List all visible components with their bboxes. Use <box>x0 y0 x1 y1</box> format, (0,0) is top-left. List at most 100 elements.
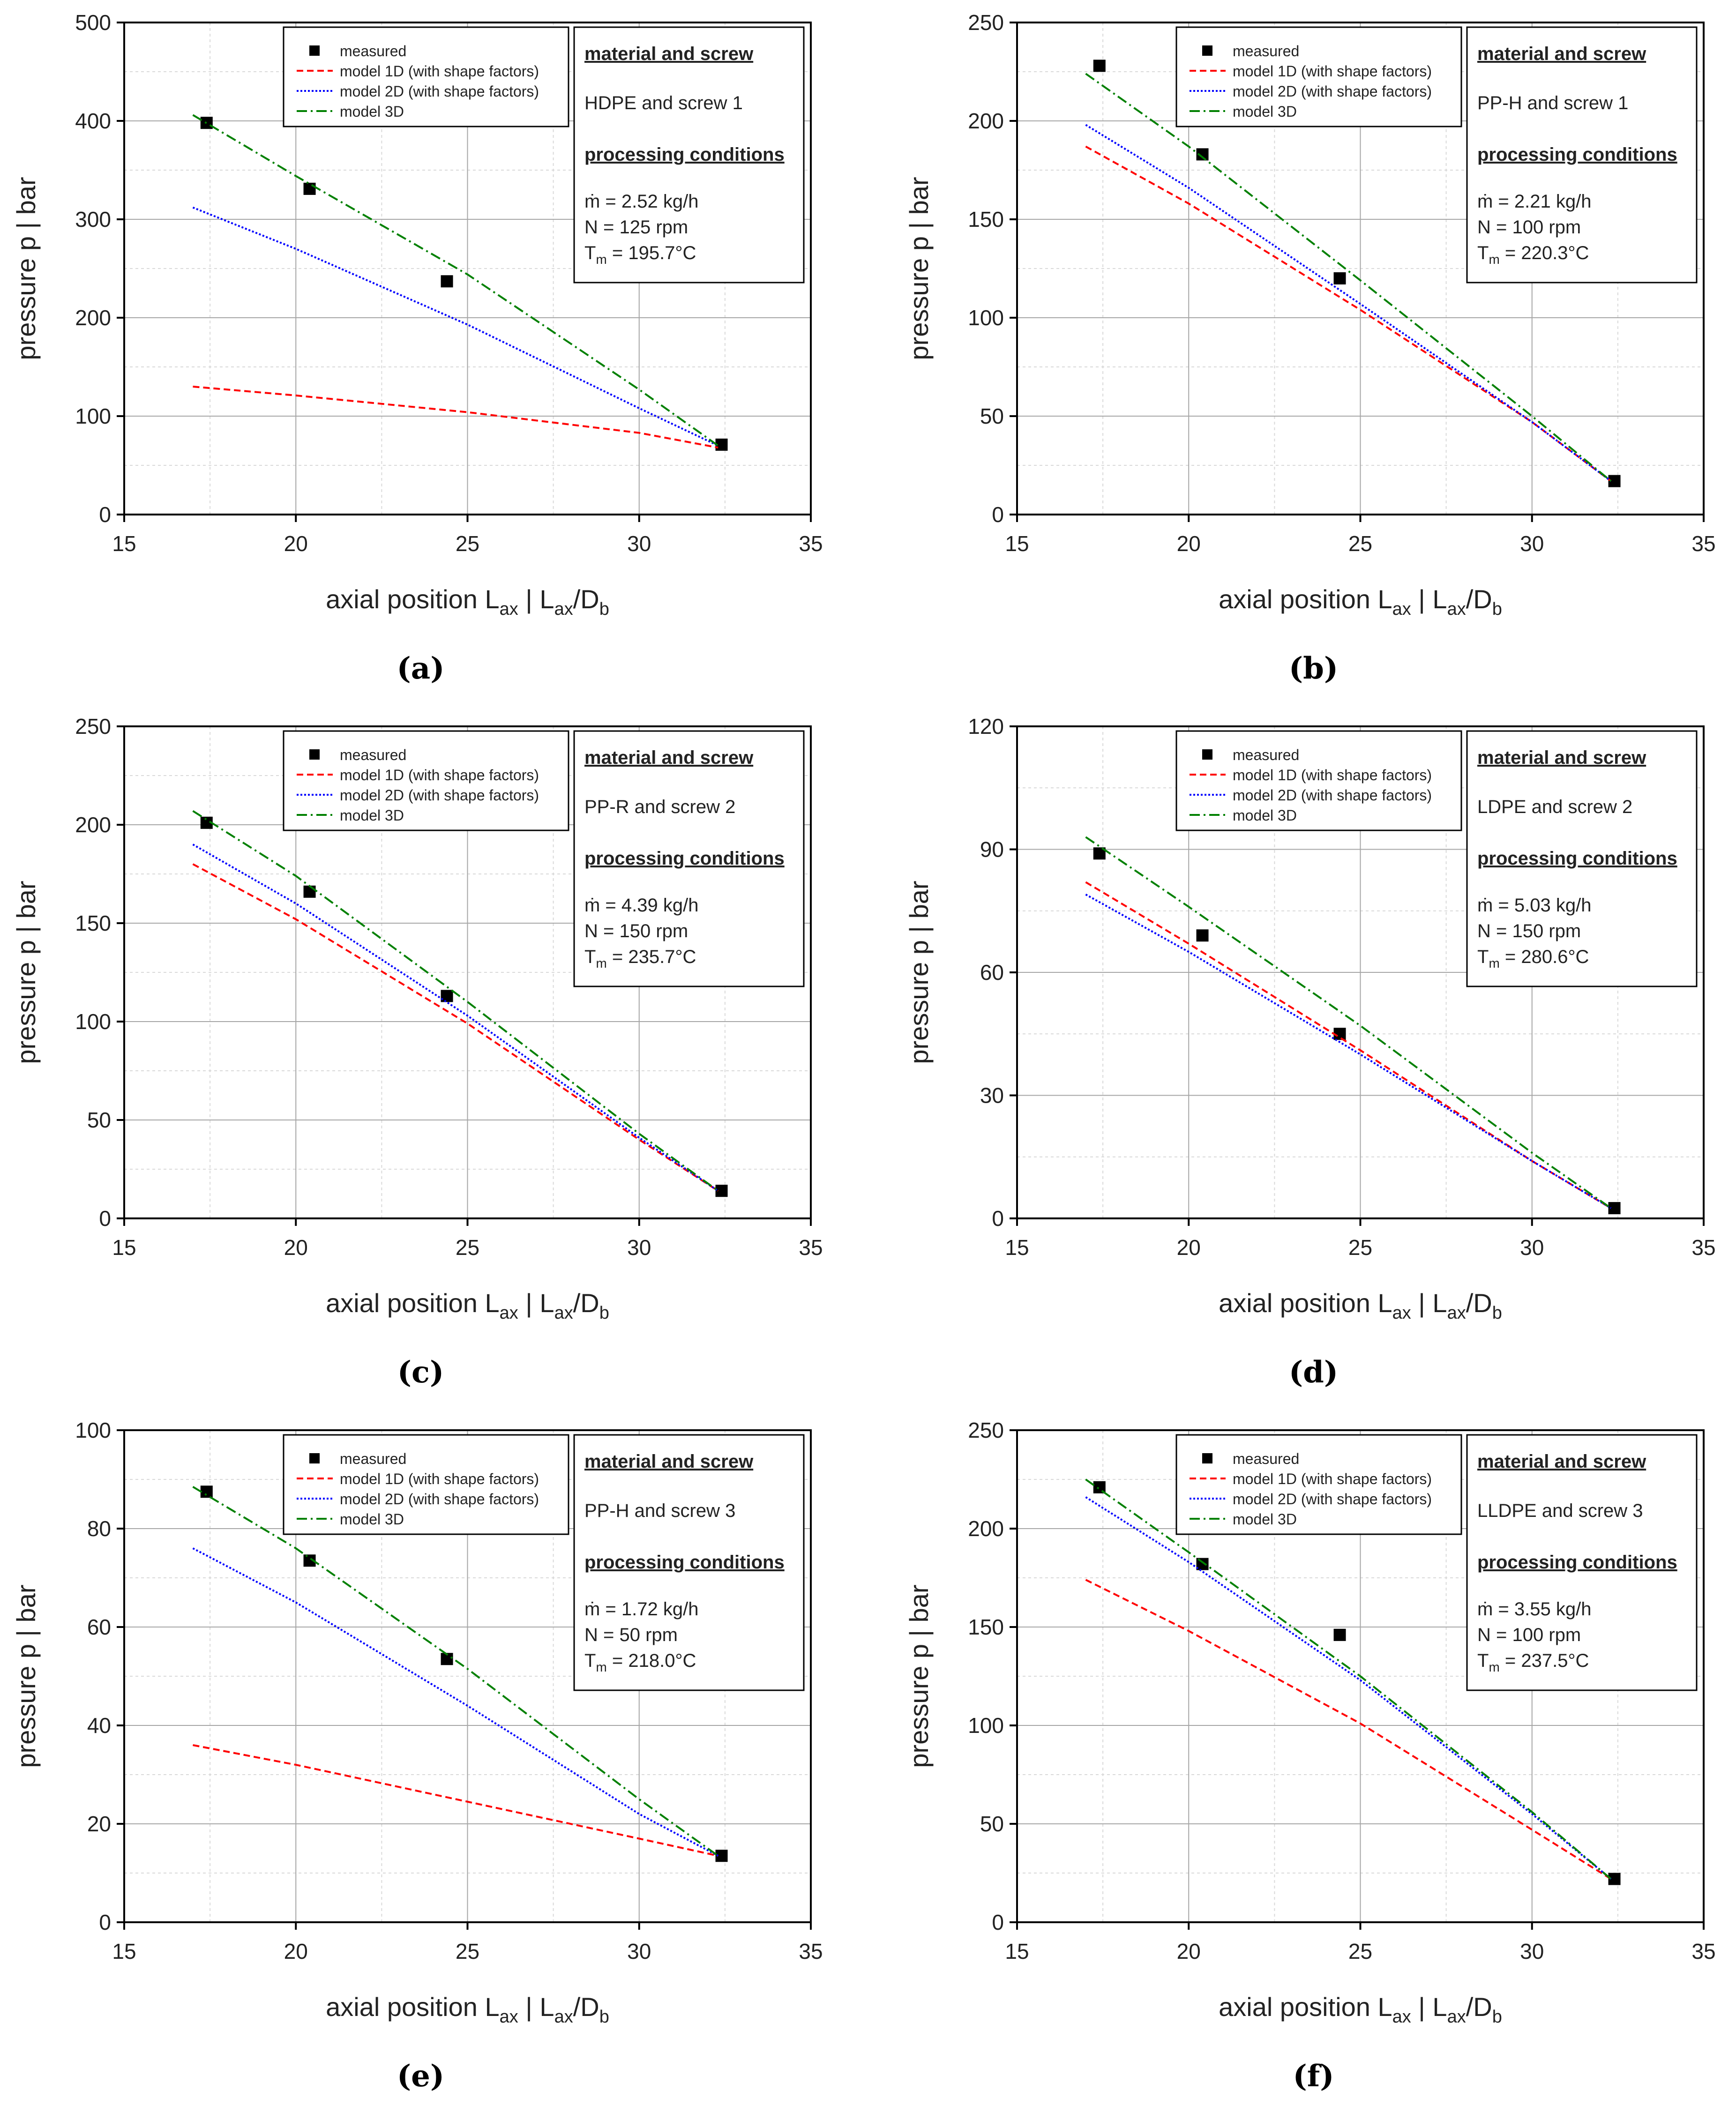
x-axis-label-subscript: b <box>1492 599 1502 619</box>
mass-flow-text: ṁ = 3.55 kg/h <box>1477 1599 1591 1620</box>
legend-measured-label: measured <box>340 746 406 763</box>
legend-model1d-label: model 1D (with shape factors) <box>340 767 539 784</box>
legend-measured-marker <box>309 749 320 760</box>
melt-temperature-symbol: T <box>584 1650 596 1671</box>
x-tick-label: 25 <box>456 531 479 556</box>
mass-flow-text: ṁ = 5.03 kg/h <box>1477 895 1591 916</box>
x-tick-label: 35 <box>1691 531 1715 556</box>
panel-label: (f) <box>1293 2059 1334 2094</box>
melt-temperature-value: = 237.5°C <box>1500 1650 1589 1671</box>
measured-point <box>1333 1628 1346 1641</box>
y-tick-label: 0 <box>99 1206 111 1231</box>
speed-text: N = 150 rpm <box>1477 921 1581 941</box>
x-tick-label: 35 <box>1691 1235 1715 1260</box>
model2d-series-line <box>192 206 719 447</box>
model2d-series-line <box>1085 124 1612 482</box>
y-tick-label: 0 <box>992 1206 1004 1231</box>
x-axis-label-main: axial position L <box>1219 1288 1392 1318</box>
x-tick-label: 25 <box>1348 1235 1372 1260</box>
speed-text: N = 50 rpm <box>584 1625 678 1645</box>
x-axis-label-subscript: b <box>1492 1303 1502 1323</box>
model1d-series-line <box>193 386 718 449</box>
y-axis-label: pressure p | bar <box>11 177 41 360</box>
model2d-series-line <box>192 843 719 1192</box>
melt-temperature-symbol: T <box>1477 947 1489 967</box>
mass-flow-text: ṁ = 2.21 kg/h <box>1477 191 1591 212</box>
x-tick-label: 15 <box>112 1235 136 1260</box>
x-axis-label: axial position Lax | Lax/Db <box>326 1288 609 1323</box>
speed-text: N = 100 rpm <box>1477 1625 1581 1645</box>
x-axis-label-subscript: ax <box>554 599 573 619</box>
x-axis-label-subscript: ax <box>554 1303 573 1323</box>
legend-model1d-label: model 1D (with shape factors) <box>1233 1471 1432 1487</box>
melt-temperature-subscript: m <box>596 1660 606 1674</box>
y-tick-label: 60 <box>87 1615 111 1639</box>
y-tick-label: 80 <box>87 1516 111 1541</box>
measured-point <box>715 1185 728 1197</box>
x-axis-label-ratio: /D <box>1466 1992 1492 2022</box>
panel-label: (e) <box>397 2059 444 2094</box>
legend-model3d-label: model 3D <box>340 1511 404 1528</box>
melt-temperature-symbol: T <box>584 947 596 967</box>
x-tick-label: 30 <box>627 531 651 556</box>
legend-box <box>1175 730 1462 831</box>
chart-panel-c: 15 20 25 30 35 0 50 100 150 200 250 pressure p | ba… <box>11 714 823 1390</box>
x-tick-label: 15 <box>1005 1235 1029 1260</box>
x-axis-label-subscript: ax <box>554 2007 573 2027</box>
x-tick-label: 30 <box>627 1235 651 1260</box>
chart-panel-a: 15 20 25 30 35 0 100 200 300 400 500 pressure p | b… <box>11 10 823 686</box>
legend-box <box>1175 1434 1462 1535</box>
info-heading-conditions: processing conditions <box>584 1552 785 1573</box>
melt-temperature-value: = 280.6°C <box>1500 947 1589 967</box>
melt-temperature-subscript: m <box>596 252 606 267</box>
y-tick-label: 200 <box>968 109 1004 133</box>
x-axis-label-ratio: /D <box>1466 1288 1492 1318</box>
x-axis-label-subscript: b <box>1492 2007 1502 2027</box>
panel-label: (b) <box>1289 651 1338 686</box>
y-tick-label: 250 <box>968 10 1004 35</box>
legend-model1d-label: model 1D (with shape factors) <box>1233 767 1432 784</box>
model1d-series-line <box>193 1744 718 1857</box>
y-tick-label: 0 <box>992 502 1004 527</box>
y-tick-label: 150 <box>75 911 111 935</box>
x-tick-label: 15 <box>1005 531 1029 556</box>
melt-temperature-subscript: m <box>1489 252 1499 267</box>
measured-point <box>1196 929 1209 942</box>
melt-temperature-text: Tm = 218.0°C <box>584 1650 696 1674</box>
y-tick-label: 250 <box>968 1418 1004 1442</box>
y-tick-label: 0 <box>99 1910 111 1934</box>
melt-temperature-symbol: T <box>1477 1650 1489 1671</box>
legend-measured-marker <box>1202 45 1212 56</box>
model3d-series-line <box>192 810 719 1192</box>
legend-model2d-label: model 2D (with shape factors) <box>1233 83 1432 100</box>
model3d-series-line <box>1085 73 1612 482</box>
info-heading-conditions: processing conditions <box>1477 144 1677 165</box>
model2d-series-line <box>192 1547 719 1857</box>
y-tick-label: 0 <box>99 502 111 527</box>
x-axis-label-ratio: /D <box>573 1992 599 2022</box>
y-tick-label: 60 <box>980 960 1004 985</box>
y-tick-label: 150 <box>968 207 1004 231</box>
x-axis-label-subscript: ax <box>500 599 518 619</box>
x-tick-label: 20 <box>284 1939 308 1963</box>
melt-temperature-subscript: m <box>596 956 606 970</box>
measured-point <box>1093 60 1106 72</box>
x-tick-label: 20 <box>1177 1235 1201 1260</box>
y-tick-label: 100 <box>75 1418 111 1442</box>
info-box <box>1466 730 1698 987</box>
model2d-series-line <box>1085 1496 1612 1880</box>
legend-box <box>283 730 569 831</box>
y-tick-label: 200 <box>75 306 111 330</box>
x-axis-label-separator: | L <box>1411 584 1447 614</box>
x-tick-label: 30 <box>1520 1235 1544 1260</box>
legend-model3d-label: model 3D <box>340 103 404 120</box>
x-axis-label-ratio: /D <box>1466 584 1492 614</box>
x-tick-label: 20 <box>284 531 308 556</box>
chart-panel-b: 15 20 25 30 35 0 50 100 150 200 250 pressure p | ba… <box>904 10 1716 686</box>
melt-temperature-value: = 235.7°C <box>607 947 696 967</box>
melt-temperature-symbol: T <box>584 243 596 263</box>
info-box <box>573 26 805 284</box>
chart-panel-e: 15 20 25 30 35 0 20 40 60 80 100 pressure p | bar ax… <box>11 1418 823 2094</box>
melt-temperature-symbol: T <box>1477 243 1489 263</box>
